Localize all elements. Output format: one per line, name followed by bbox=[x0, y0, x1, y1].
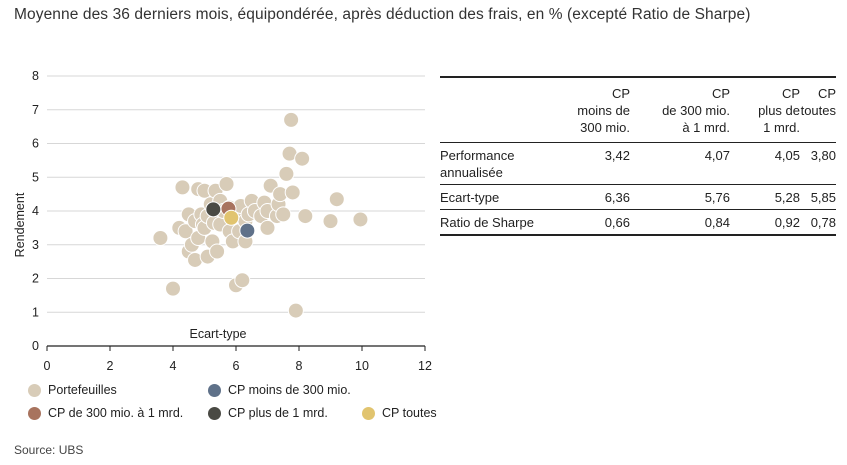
y-tick-label: 4 bbox=[32, 204, 39, 218]
portfolio-point bbox=[209, 243, 226, 260]
x-tick-label: 4 bbox=[170, 359, 177, 373]
y-tick-label: 7 bbox=[32, 103, 39, 117]
portfolio-point bbox=[294, 150, 311, 167]
y-tick-label: 2 bbox=[32, 272, 39, 286]
legend-label: CP de 300 mio. à 1 mrd. bbox=[48, 406, 184, 420]
legend-swatch bbox=[28, 406, 41, 420]
chart-title: Moyenne des 36 derniers mois, équipondér… bbox=[14, 6, 751, 23]
cp-point bbox=[205, 201, 222, 218]
y-tick-label: 5 bbox=[32, 170, 39, 184]
y-tick-label: 3 bbox=[32, 238, 39, 252]
legend-label: CP moins de 300 mio. bbox=[228, 383, 351, 397]
legend-item-portfolios: Portefeuilles bbox=[28, 383, 117, 397]
x-tick-label: 12 bbox=[418, 359, 432, 373]
x-tick-label: 10 bbox=[355, 359, 369, 373]
table-cell: 4,07 bbox=[704, 148, 730, 163]
legend-label: CP toutes bbox=[382, 406, 437, 420]
table-cell: 0,84 bbox=[704, 215, 730, 230]
x-tick-label: 0 bbox=[44, 359, 51, 373]
row-label: Performance annualisée bbox=[440, 148, 515, 180]
portfolio-point bbox=[177, 223, 194, 240]
table-cell: 5,76 bbox=[704, 190, 730, 205]
y-tick-label: 1 bbox=[32, 305, 39, 319]
y-tick-label: 6 bbox=[32, 137, 39, 151]
table-header-cell: CP moins de 300 mio. bbox=[577, 86, 630, 135]
portfolio-point bbox=[283, 111, 300, 128]
portfolio-point bbox=[218, 176, 235, 192]
x-tick-label: 8 bbox=[296, 359, 303, 373]
row-label: Ecart-type bbox=[440, 190, 500, 205]
table-cell: 0,92 bbox=[774, 215, 800, 230]
portfolio-point bbox=[297, 208, 314, 225]
chart-legend: Portefeuilles CP moins de 300 mio. CP de… bbox=[28, 381, 448, 431]
table-header-cell: CP plus de 1 mrd. bbox=[758, 86, 800, 135]
x-tick-label: 6 bbox=[233, 359, 240, 373]
table-header-cell: CP toutes bbox=[800, 86, 836, 118]
legend-label: Portefeuilles bbox=[48, 383, 117, 397]
table-header-row: CP moins de 300 mio. CP de 300 mio. à 1 … bbox=[440, 77, 836, 143]
legend-swatch bbox=[208, 406, 221, 420]
data-points bbox=[152, 111, 369, 319]
y-tick-label: 0 bbox=[32, 339, 39, 353]
portfolio-point bbox=[259, 219, 276, 236]
legend-label: CP plus de 1 mrd. bbox=[228, 406, 328, 420]
table-cell: 5,85 bbox=[810, 190, 836, 205]
cp-point bbox=[239, 222, 256, 239]
portfolio-point bbox=[284, 184, 301, 201]
portfolio-point bbox=[352, 211, 369, 228]
portfolio-point bbox=[322, 213, 339, 230]
x-tick-label: 2 bbox=[107, 359, 114, 373]
legend-item-cp-mid: CP de 300 mio. à 1 mrd. bbox=[28, 406, 183, 420]
table-cell: 0,78 bbox=[810, 215, 836, 230]
source-note: Source: UBS bbox=[14, 443, 84, 457]
table-row: Ecart-type 6,36 5,76 5,28 5,85 bbox=[440, 185, 836, 210]
legend-swatch bbox=[208, 383, 221, 397]
legend-swatch bbox=[362, 406, 375, 420]
table-cell: 4,05 bbox=[774, 148, 800, 163]
table-header-cell: CP de 300 mio. à 1 mrd. bbox=[662, 86, 730, 135]
legend-item-cp-small: CP moins de 300 mio. bbox=[208, 383, 351, 397]
table-cell: 3,80 bbox=[810, 148, 836, 163]
row-label: Ratio de Sharpe bbox=[440, 215, 534, 230]
statistics-table: CP moins de 300 mio. CP de 300 mio. à 1 … bbox=[440, 76, 836, 236]
legend-item-cp-large: CP plus de 1 mrd. bbox=[208, 406, 328, 420]
table-cell: 3,42 bbox=[604, 148, 630, 163]
portfolio-point bbox=[234, 272, 251, 289]
portfolio-point bbox=[174, 179, 191, 196]
table-header-cell bbox=[440, 77, 550, 143]
legend-item-cp-all: CP toutes bbox=[362, 406, 437, 420]
table-cell: 5,28 bbox=[774, 190, 800, 205]
portfolio-point bbox=[275, 206, 292, 223]
x-axis-label: Ecart-type bbox=[190, 327, 247, 341]
y-axis-label: Rendement bbox=[13, 192, 27, 257]
y-tick-label: 8 bbox=[32, 69, 39, 83]
portfolio-point bbox=[165, 280, 181, 297]
portfolio-point bbox=[287, 302, 304, 319]
portfolio-point bbox=[328, 191, 345, 208]
axis-labels: Ecart-type Rendement bbox=[13, 192, 247, 341]
table-row: Performance annualisée 3,42 4,07 4,05 3,… bbox=[440, 143, 836, 185]
portfolio-point bbox=[152, 230, 169, 246]
table-row: Ratio de Sharpe 0,66 0,84 0,92 0,78 bbox=[440, 210, 836, 235]
cp-point bbox=[223, 209, 240, 226]
table-cell: 0,66 bbox=[604, 215, 630, 230]
portfolio-point bbox=[278, 165, 295, 182]
table-cell: 6,36 bbox=[604, 190, 630, 205]
legend-swatch bbox=[28, 383, 41, 397]
